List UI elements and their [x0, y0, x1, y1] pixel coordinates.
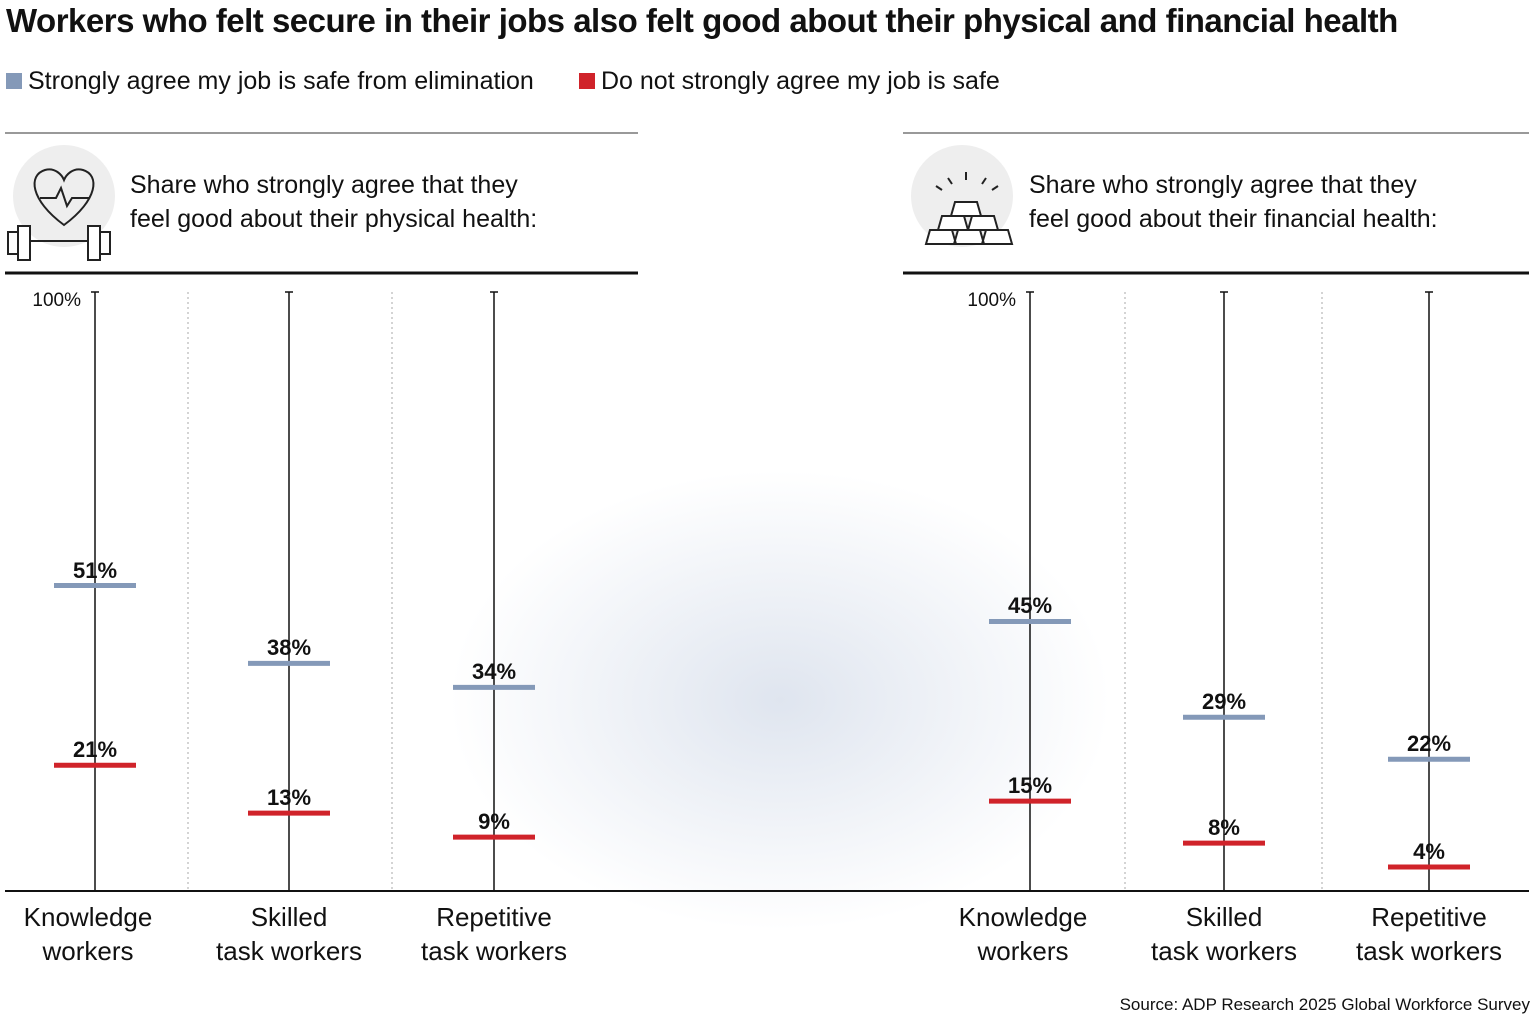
x-tick-label: Skilled task workers	[216, 902, 362, 966]
legend-swatch	[6, 73, 22, 89]
value-label: 15%	[1007, 773, 1053, 799]
value-label: 4%	[1413, 839, 1445, 865]
icon-heart	[33, 168, 95, 227]
subtitle: Share who strongly agree that they feel …	[1029, 171, 1438, 233]
x-tick-label: Repetitive task workers	[421, 902, 567, 966]
x-tick-label: Knowledge workers	[958, 902, 1088, 966]
legend-swatch	[579, 73, 595, 89]
title: Workers who felt secure in their jobs al…	[6, 2, 1398, 39]
value-label: 34%	[471, 659, 517, 685]
x-tick-label: Knowledge workers	[23, 902, 153, 966]
value-label: 45%	[1007, 593, 1053, 619]
icon-gold-bars	[924, 201, 1014, 245]
value-label: 29%	[1201, 689, 1247, 715]
y-tick-label: 100%	[967, 290, 1016, 311]
value-label: 8%	[1208, 815, 1240, 841]
value-label: 9%	[478, 809, 510, 835]
value-label: 13%	[266, 785, 312, 811]
photo-backdrop	[450, 470, 1110, 930]
icon-shine	[935, 172, 999, 191]
y-tick-label: 100%	[32, 290, 81, 311]
x-tick-label: Repetitive task workers	[1356, 902, 1502, 966]
value-label: 21%	[72, 737, 118, 763]
legend-label: Do not strongly agree my job is safe	[601, 67, 1000, 95]
legend-label: Strongly agree my job is safe from elimi…	[28, 67, 534, 95]
x-tick-label: Skilled task workers	[1151, 902, 1297, 966]
icon-dumbbell	[7, 225, 111, 261]
value-label: 51%	[72, 557, 118, 583]
source: Source: ADP Research 2025 Global Workfor…	[1119, 995, 1530, 1014]
subtitle: Share who strongly agree that they feel …	[130, 171, 538, 233]
value-label: 22%	[1406, 731, 1452, 757]
value-label: 38%	[266, 635, 312, 661]
